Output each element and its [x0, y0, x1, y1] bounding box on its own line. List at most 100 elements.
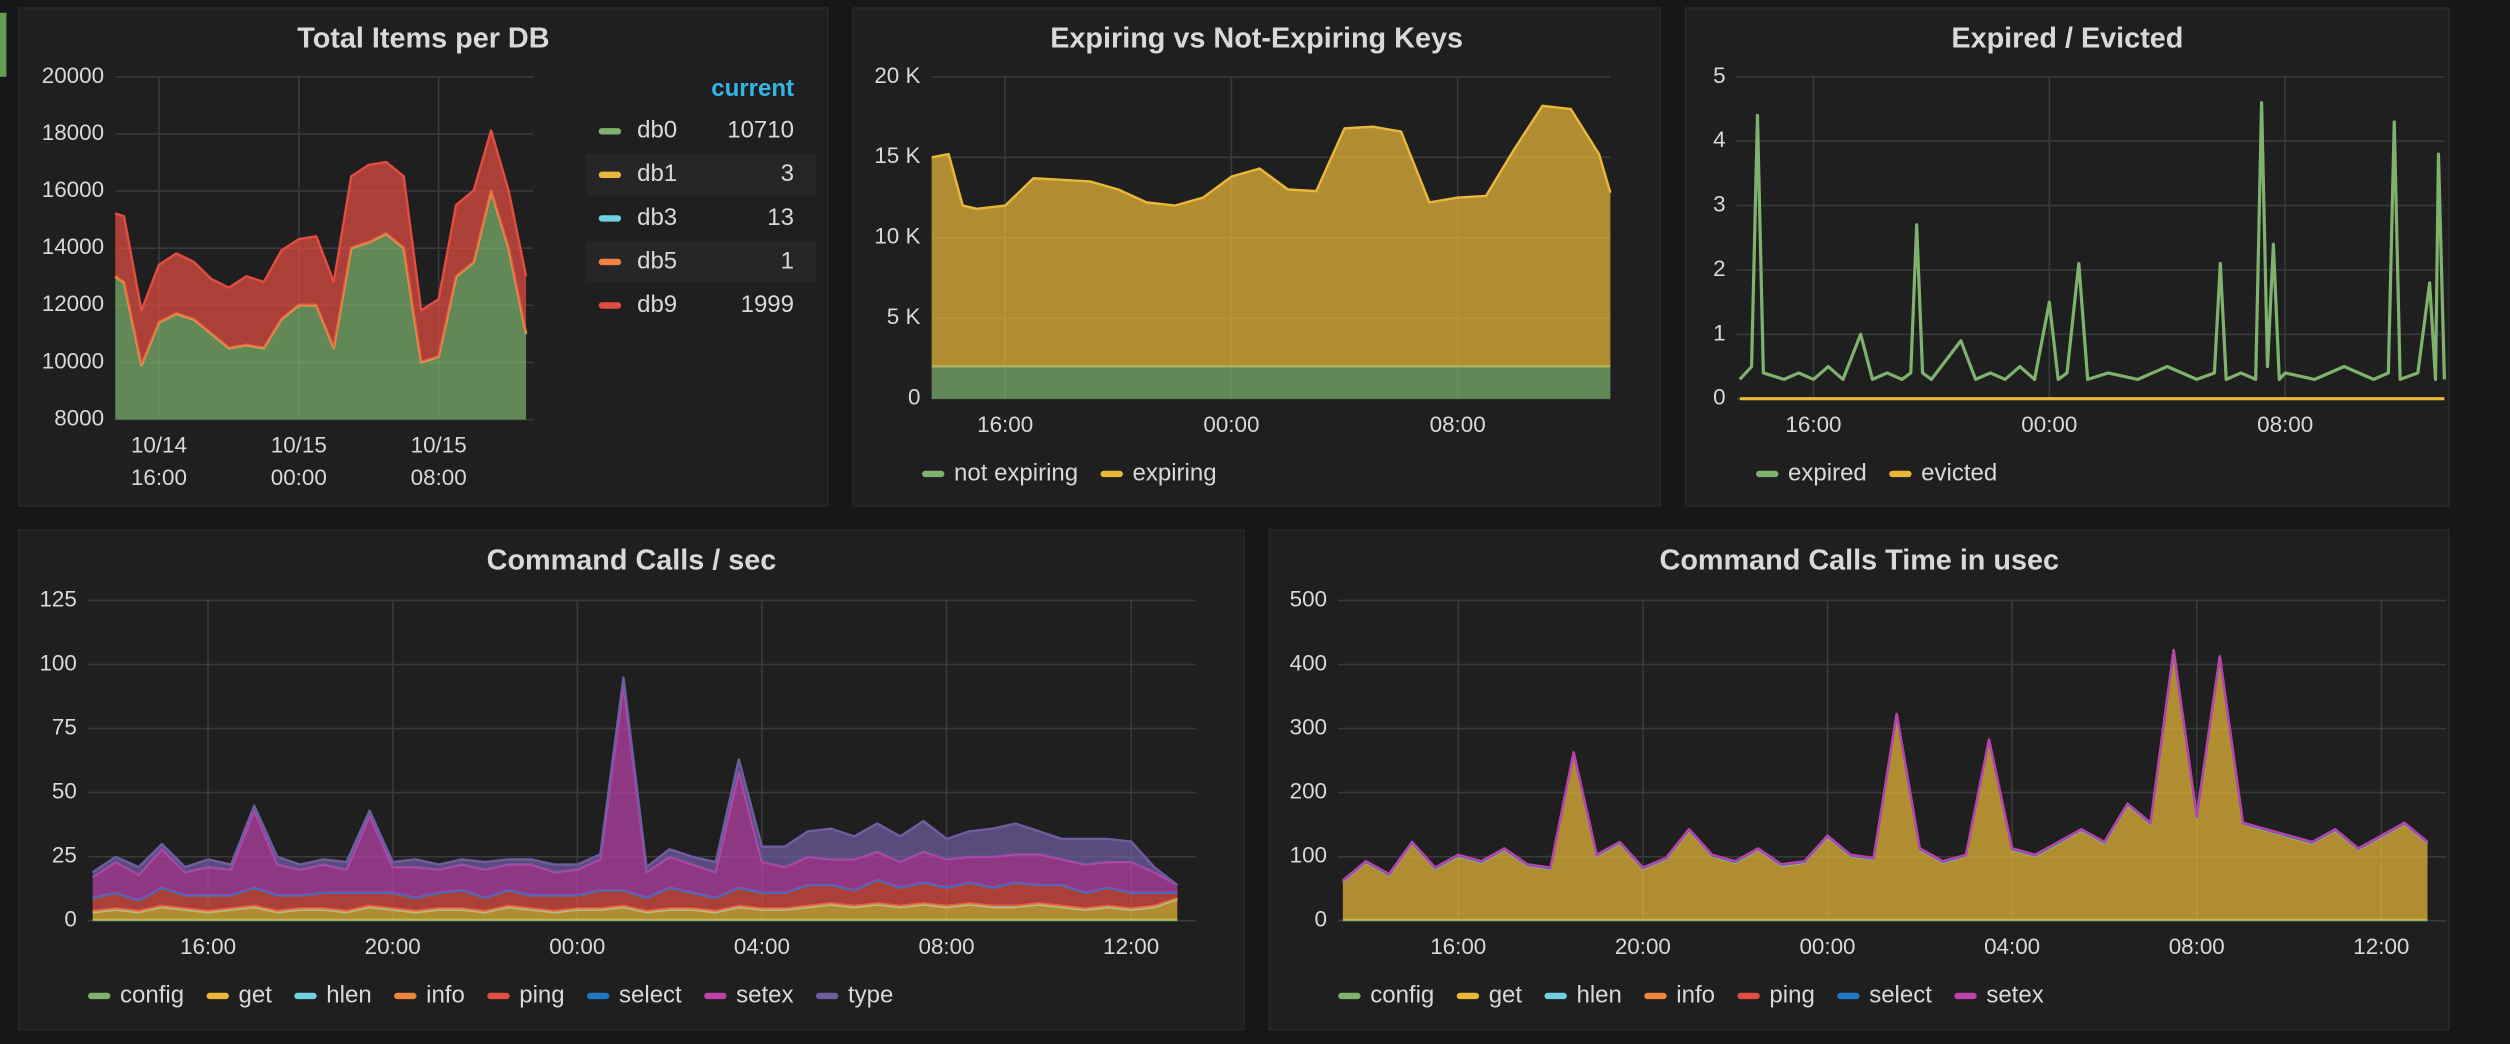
y-tick-label: 400: [1290, 650, 1327, 675]
series-line: [1738, 101, 2446, 381]
row-marker: [0, 12, 7, 77]
x-tick-label: 08:00: [2169, 934, 2225, 959]
x-tick-label: 00:00: [1799, 934, 1855, 959]
y-tick-label: 16000: [42, 177, 104, 202]
legend-label[interactable]: get: [239, 981, 273, 1008]
y-tick-label: 14000: [42, 234, 104, 259]
x-tick-label: 12:00: [2353, 934, 2409, 959]
legend-label[interactable]: config: [1370, 981, 1434, 1008]
series-area: [931, 105, 1611, 367]
x-tick-label: 08:00: [918, 934, 974, 959]
legend-row: [585, 154, 817, 196]
legend-label[interactable]: db0: [637, 117, 677, 144]
panel-title: Expiring vs Not-Expiring Keys: [1050, 23, 1463, 55]
y-tick-label: 8000: [54, 405, 104, 430]
legend-label[interactable]: evicted: [1921, 459, 1997, 486]
legend-label[interactable]: hlen: [326, 981, 371, 1008]
series-line: [91, 676, 1179, 887]
legend-swatch: [1837, 992, 1860, 1000]
legend-label[interactable]: select: [619, 981, 682, 1008]
series-line: [114, 129, 528, 312]
legend-label[interactable]: setex: [1986, 981, 2043, 1008]
x-tick-label: 08:00: [2257, 412, 2313, 437]
series-area: [115, 130, 527, 365]
legend-swatch: [815, 992, 839, 1000]
legend-label[interactable]: config: [120, 981, 184, 1008]
legend-label[interactable]: hlen: [1577, 981, 1622, 1008]
legend-swatch: [598, 258, 622, 266]
x-tick-label: 00:00: [2021, 412, 2077, 437]
y-tick-label: 5 K: [887, 304, 921, 329]
legend-label[interactable]: db5: [637, 247, 677, 274]
x-tick-label: 00:00: [1203, 412, 1259, 437]
y-tick-label: 0: [1315, 907, 1327, 932]
legend-label[interactable]: not expiring: [954, 459, 1078, 486]
y-tick-label: 100: [39, 650, 76, 675]
legend-swatch: [1100, 470, 1123, 478]
legend-value: 1999: [741, 291, 794, 318]
panel-title: Command Calls Time in usec: [1660, 545, 2059, 577]
x-tick-label: 04:00: [734, 934, 790, 959]
legend-value: 13: [767, 204, 794, 231]
legend-swatch: [598, 215, 622, 222]
x-tick-label: 12:00: [1103, 934, 1159, 959]
y-tick-label: 10000: [42, 348, 104, 373]
legend-label[interactable]: db3: [637, 204, 677, 231]
legend-swatch: [1889, 470, 1912, 478]
y-tick-label: 125: [39, 586, 76, 611]
legend-swatch: [1954, 992, 1977, 1000]
legend-label[interactable]: info: [426, 981, 465, 1008]
y-tick-label: 2: [1713, 256, 1725, 281]
legend-swatch: [1456, 992, 1480, 1000]
y-tick-label: 20 K: [874, 63, 920, 88]
legend-label[interactable]: select: [1869, 981, 1932, 1008]
legend-swatch: [487, 992, 510, 1000]
legend-label[interactable]: ping: [519, 981, 564, 1008]
y-tick-label: 15 K: [874, 143, 920, 168]
legend-label[interactable]: expired: [1788, 459, 1867, 486]
legend-label[interactable]: ping: [1769, 981, 1814, 1008]
legend-swatch: [587, 992, 610, 1000]
y-tick-label: 75: [52, 714, 77, 739]
x-tick-label: 10/15 00:00: [271, 433, 327, 490]
x-tick-label: 04:00: [1984, 934, 2040, 959]
x-tick-label: 10/15 08:00: [411, 433, 467, 490]
panel: [1268, 529, 2450, 1031]
legend-label[interactable]: db9: [637, 291, 677, 318]
y-tick-label: 50: [52, 779, 77, 804]
y-tick-label: 0: [64, 907, 76, 932]
legend-swatch: [922, 470, 945, 478]
y-tick-label: 3: [1713, 192, 1725, 217]
legend-label[interactable]: type: [848, 981, 893, 1008]
y-tick-label: 25: [52, 843, 77, 868]
legend-value: 3: [781, 160, 794, 187]
y-tick-label: 0: [908, 385, 920, 410]
panel-title: Expired / Evicted: [1951, 23, 2183, 55]
legend-swatch: [294, 992, 317, 1000]
legend-swatch: [704, 992, 727, 1000]
legend-swatch: [1544, 992, 1567, 1000]
legend-label[interactable]: get: [1489, 981, 1523, 1008]
y-tick-label: 100: [1290, 843, 1327, 868]
legend-swatch: [1756, 470, 1779, 478]
legend-swatch: [88, 992, 111, 1000]
series-area: [92, 880, 1178, 911]
series-area: [931, 366, 1611, 399]
x-tick-label: 08:00: [1430, 412, 1486, 437]
x-tick-label: 00:00: [549, 934, 605, 959]
legend-label[interactable]: info: [1676, 981, 1715, 1008]
legend-label[interactable]: expiring: [1133, 459, 1217, 486]
series-area: [92, 899, 1178, 920]
legend-label[interactable]: db1: [637, 160, 677, 187]
x-tick-label: 16:00: [180, 934, 236, 959]
y-tick-label: 18000: [42, 120, 104, 145]
legend-value: 1: [781, 247, 794, 274]
y-tick-label: 5: [1713, 63, 1725, 88]
series-line: [1342, 648, 2429, 882]
legend-label[interactable]: setex: [736, 981, 793, 1008]
y-tick-label: 20000: [42, 63, 104, 88]
x-tick-label: 10/14 16:00: [131, 433, 187, 490]
series-line: [931, 104, 1612, 211]
y-tick-label: 500: [1290, 586, 1327, 611]
